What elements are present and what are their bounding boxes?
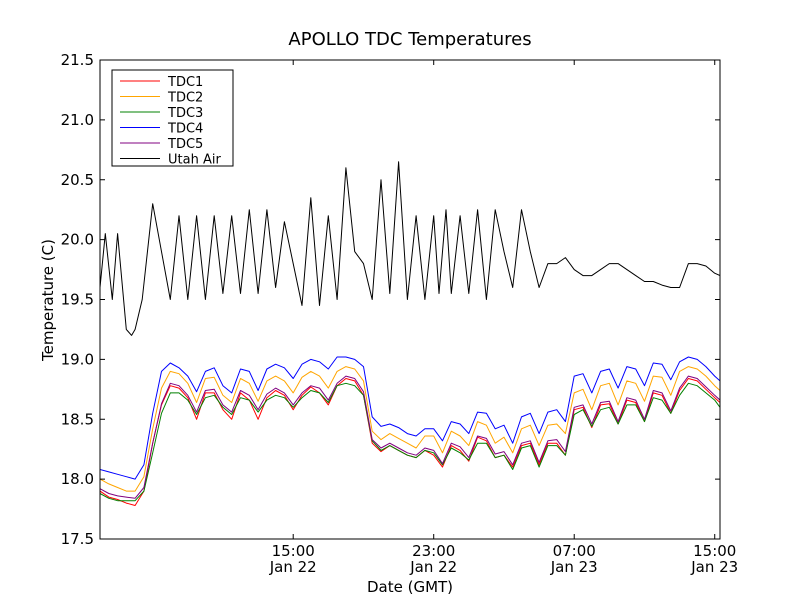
- axes: 17.5 18.0 18.5 19.0 19.5 20.0 20.5 21.0 21.5 15:0…: [61, 51, 739, 576]
- y-tick-label: 21.0: [61, 111, 94, 129]
- series-line-tdc5: [100, 375, 720, 499]
- chart-title: APOLLO TDC Temperatures: [288, 29, 531, 50]
- legend-label-tdc1: TDC1: [167, 75, 203, 90]
- series-line-tdc2: [100, 366, 720, 492]
- legend-label-tdc5: TDC5: [167, 137, 203, 152]
- legend-label-utah-air: Utah Air: [168, 153, 221, 168]
- x-tick-label-date: Jan 23: [550, 558, 598, 576]
- x-tick-label-date: Jan 23: [690, 558, 738, 576]
- y-tick-label: 19.0: [61, 350, 94, 368]
- y-tick-label: 19.5: [61, 291, 94, 309]
- y-tick-label: 18.5: [61, 410, 94, 428]
- y-tick-label: 20.0: [61, 231, 94, 249]
- x-axis-label: Date (GMT): [367, 578, 453, 596]
- x-tick-label-time: 07:00: [553, 542, 596, 560]
- series-line-tdc4: [100, 356, 720, 480]
- x-tick-label-time: 15:00: [272, 542, 315, 560]
- x-tick-label-date: Jan 22: [409, 558, 457, 576]
- legend-label-tdc4: TDC4: [167, 122, 203, 137]
- x-tick-label-time: 15:00: [693, 542, 736, 560]
- legend-label-tdc3: TDC3: [167, 106, 203, 121]
- legend-box: [111, 69, 234, 167]
- y-tick-label: 20.5: [61, 171, 94, 189]
- series-line-utah-air: [100, 161, 720, 336]
- series-line-tdc3: [100, 382, 720, 502]
- x-tick-label-date: Jan 22: [269, 558, 317, 576]
- y-axis-label: Temperature (C): [39, 239, 57, 362]
- y-tick-label: 17.5: [61, 530, 94, 548]
- x-tick-label-time: 23:00: [412, 542, 455, 560]
- series-layer: [100, 161, 720, 506]
- y-tick-label: 18.0: [61, 470, 94, 488]
- y-tick-label: 21.5: [61, 51, 94, 69]
- legend-label-tdc2: TDC2: [167, 91, 203, 106]
